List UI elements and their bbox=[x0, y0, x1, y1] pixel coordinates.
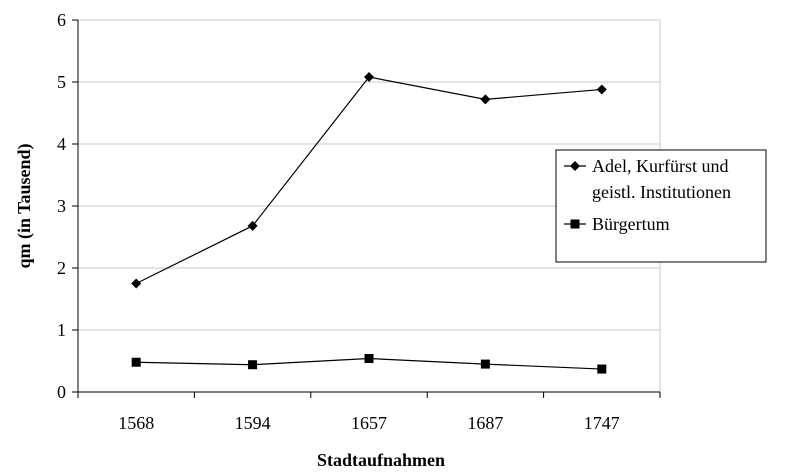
data-point bbox=[248, 360, 258, 370]
legend-marker bbox=[570, 161, 580, 171]
legend-box bbox=[555, 149, 767, 263]
legend-marker bbox=[570, 219, 580, 229]
series-line bbox=[135, 76, 602, 285]
data-point bbox=[247, 220, 258, 231]
y-axis-title: qm (in Tausend) bbox=[14, 143, 35, 268]
x-tick-label: 1568 bbox=[118, 413, 154, 433]
x-tick-label: 1687 bbox=[467, 413, 503, 433]
data-point bbox=[480, 94, 491, 105]
legend: Adel, Kurfürst und geistl. Institutionen B… bbox=[555, 149, 767, 263]
data-point bbox=[364, 72, 374, 83]
legend-label: geistl. Institutionen bbox=[592, 182, 731, 202]
y-tick-label: 0 bbox=[57, 382, 66, 402]
y-tick-label: 4 bbox=[57, 134, 66, 154]
legend-label: Adel, Kurfürst und bbox=[592, 156, 728, 176]
x-tick-label: 1747 bbox=[584, 413, 620, 433]
series-group bbox=[131, 72, 607, 374]
data-point bbox=[131, 357, 141, 367]
x-tick-label: 1594 bbox=[235, 413, 271, 433]
data-point bbox=[597, 364, 607, 374]
x-tick-label: 1657 bbox=[351, 413, 387, 433]
y-tick-label: 6 bbox=[57, 10, 66, 30]
y-tick-label: 5 bbox=[57, 72, 66, 92]
x-axis-ticks: 1568 1594 1657 1687 1747 bbox=[77, 392, 661, 433]
data-point bbox=[596, 84, 607, 95]
data-point bbox=[364, 354, 374, 364]
legend-label: Bürgertum bbox=[592, 214, 670, 234]
x-axis-title: Stadtaufnahmen bbox=[317, 450, 445, 470]
y-tick-label: 3 bbox=[57, 196, 66, 216]
y-axis-ticks: 0 1 2 3 4 5 6 bbox=[57, 10, 78, 402]
y-tick-label: 2 bbox=[57, 258, 66, 278]
data-point bbox=[131, 278, 142, 289]
data-point bbox=[480, 359, 490, 369]
y-tick-label: 1 bbox=[57, 320, 66, 340]
